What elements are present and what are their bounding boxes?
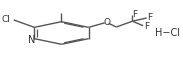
Text: Cl: Cl [2,15,10,24]
Text: N: N [28,35,35,45]
Text: O: O [104,18,111,27]
Text: F: F [132,10,137,19]
Text: F: F [144,22,149,31]
Text: F: F [147,13,152,22]
Text: H−Cl: H−Cl [154,28,180,38]
